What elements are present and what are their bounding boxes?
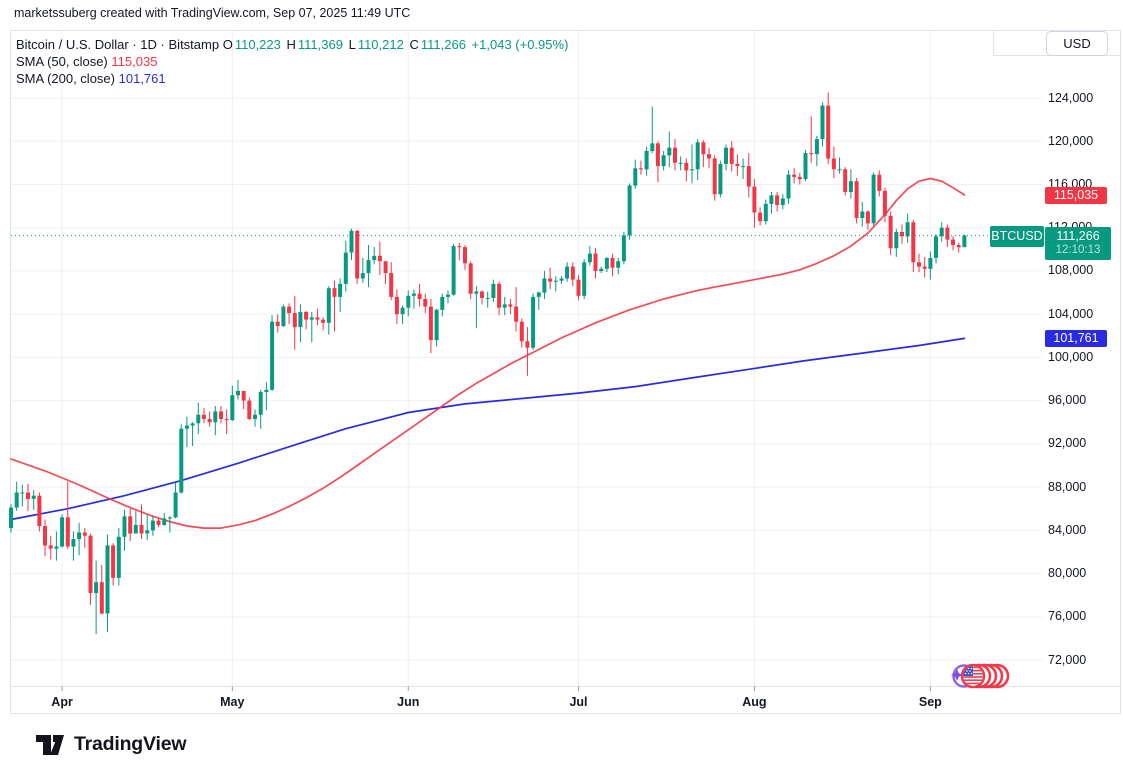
change-value: +1,043 (+0.95%) [471, 37, 569, 52]
exchange-label[interactable]: Bitstamp [168, 37, 220, 52]
separator-dot: · [132, 37, 137, 52]
interval-label[interactable]: 1D [140, 37, 157, 52]
open-label: O [222, 37, 233, 52]
us-flag-icon [960, 663, 986, 689]
ohlc-values: O 110,223 H 111,369 L 110,212 C 111,266 +1,0… [223, 37, 571, 52]
sma50-row[interactable]: SMA (50, close) 115,035 [16, 53, 570, 70]
sma50-line [10, 177, 966, 529]
symbol-name[interactable]: Bitcoin / U.S. Dollar [16, 37, 129, 52]
last-price-symbol-badge: BTCUSD [990, 226, 1044, 247]
last-price-badge: 111,266 12:10:13 [1045, 227, 1111, 260]
sma200-price-badge: 101,761 [1045, 330, 1107, 347]
attribution-text: marketssuberg created with TradingView.c… [14, 6, 411, 20]
separator-dot: · [160, 37, 165, 52]
sma50-price-badge: 115,035 [1045, 187, 1107, 204]
tradingview-footer-link[interactable]: TradingView [35, 733, 187, 756]
tradingview-logo-icon [36, 734, 64, 755]
sma200-line [10, 337, 966, 521]
sma50-label: SMA (50, close) [16, 54, 108, 69]
high-label: H [286, 37, 296, 52]
currency-usd-button[interactable]: USD [1046, 31, 1108, 56]
sma200-row[interactable]: SMA (200, close) 101,761 [16, 70, 570, 87]
sparkle-icon [951, 669, 963, 681]
close-value: 111,266 [420, 37, 466, 52]
sma200-label: SMA (200, close) [16, 71, 115, 86]
bar-countdown: 12:10:13 [1055, 244, 1101, 256]
low-label: L [348, 37, 356, 52]
us-flag-event-sticker [951, 663, 1010, 689]
tradingview-wordmark: TradingView [74, 733, 187, 755]
widget-border [10, 30, 1121, 714]
open-value: 110,223 [234, 37, 281, 52]
sma50-value: 115,035 [111, 54, 158, 69]
low-value: 110,212 [357, 37, 404, 52]
high-value: 111,369 [297, 37, 343, 52]
candlestick-series [9, 92, 967, 635]
last-price-value: 111,266 [1056, 229, 1100, 243]
sma200-value: 101,761 [118, 71, 166, 86]
close-label: C [409, 37, 419, 52]
